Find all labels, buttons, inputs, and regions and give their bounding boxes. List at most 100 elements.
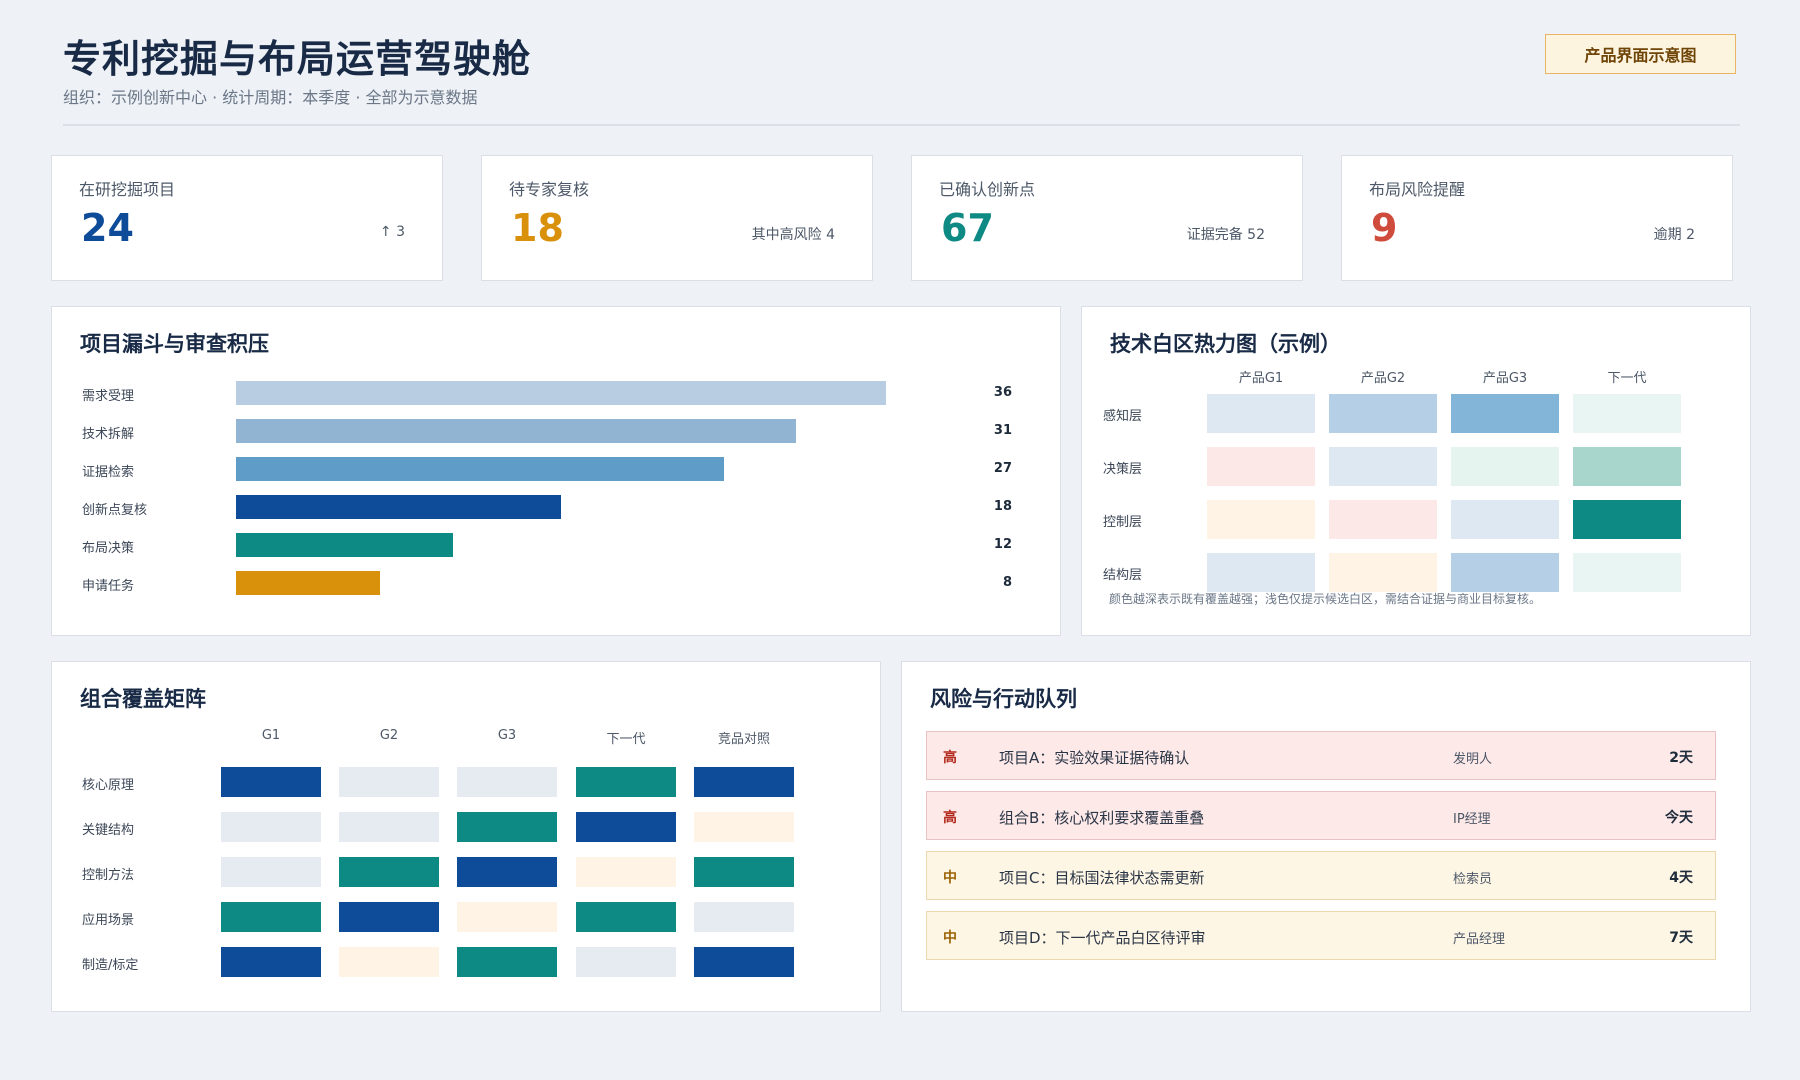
funnel-track xyxy=(236,571,886,595)
heatmap-title: 技术白区热力图（示例） xyxy=(1110,332,1341,356)
stat-card-review[interactable]: 待专家复核 18 其中高风险 4 xyxy=(481,155,873,281)
risk-owner: 产品经理 xyxy=(1453,932,1506,947)
matrix-cell[interactable] xyxy=(694,902,794,932)
risk-row[interactable]: 高 组合B：核心权利要求覆盖重叠 IP经理 今天 xyxy=(926,791,1716,840)
stat-label: 布局风险提醒 xyxy=(1369,180,1466,199)
matrix-cell[interactable] xyxy=(339,812,439,842)
funnel-row: 证据检索 27 xyxy=(52,457,1060,481)
heatmap-cell[interactable] xyxy=(1573,447,1681,486)
matrix-cell[interactable] xyxy=(339,902,439,932)
matrix-cell[interactable] xyxy=(457,767,557,797)
heatmap-cell[interactable] xyxy=(1329,447,1437,486)
heatmap-cell[interactable] xyxy=(1329,500,1437,539)
matrix-cell[interactable] xyxy=(576,767,676,797)
heatmap-note: 颜色越深表示既有覆盖越强；浅色仅提示候选白区，需结合证据与商业目标复核。 xyxy=(1109,592,1542,606)
funnel-value: 27 xyxy=(993,461,1012,476)
heatmap-cell[interactable] xyxy=(1451,447,1559,486)
funnel-label: 技术拆解 xyxy=(82,427,135,442)
funnel-bar[interactable] xyxy=(236,571,380,595)
risk-description: 项目A：实验效果证据待确认 xyxy=(999,749,1190,767)
stat-card-innovations[interactable]: 已确认创新点 67 证据完备 52 xyxy=(911,155,1303,281)
risk-level-badge: 中 xyxy=(943,930,957,946)
heatmap-cell[interactable] xyxy=(1451,394,1559,433)
funnel-bar[interactable] xyxy=(236,457,724,481)
stat-note: 证据完备 52 xyxy=(1186,227,1265,243)
risk-panel: 风险与行动队列 高项目A：实验效果证据待确认 发明人 2天高组合B：核心权利要求覆盖… xyxy=(901,661,1751,1012)
matrix-cell[interactable] xyxy=(339,767,439,797)
matrix-cell[interactable] xyxy=(694,812,794,842)
matrix-cell[interactable] xyxy=(457,857,557,887)
heatmap-cell[interactable] xyxy=(1451,500,1559,539)
heatmap-panel: 技术白区热力图（示例） 产品G1 产品G2 产品G3 下一代 感知层 决策层 控制层 结构层 … xyxy=(1081,306,1751,636)
matrix-row-label: 应用场景 xyxy=(82,913,135,928)
funnel-bar[interactable] xyxy=(236,495,561,519)
matrix-title: 组合覆盖矩阵 xyxy=(80,687,206,711)
matrix-cell[interactable] xyxy=(457,902,557,932)
heatmap-row-label: 结构层 xyxy=(1103,568,1143,583)
matrix-column-label: G1 xyxy=(261,728,281,743)
risk-row[interactable]: 中 项目C：目标国法律状态需更新 检索员 4天 xyxy=(926,851,1716,900)
heatmap-cell[interactable] xyxy=(1451,553,1559,592)
stat-card-projects[interactable]: 在研挖掘项目 24 ↑ 3 xyxy=(51,155,443,281)
matrix-cell[interactable] xyxy=(694,767,794,797)
risk-level-badge: 高 xyxy=(943,810,957,826)
risk-due: 4天 xyxy=(1669,870,1693,886)
risk-owner: 发明人 xyxy=(1453,752,1493,767)
heatmap-cell[interactable] xyxy=(1573,553,1681,592)
page-subtitle: 组织：示例创新中心 · 统计周期：本季度 · 全部为示意数据 xyxy=(63,88,478,107)
matrix-cell[interactable] xyxy=(576,902,676,932)
funnel-bar[interactable] xyxy=(236,533,453,557)
matrix-cell[interactable] xyxy=(221,902,321,932)
matrix-cell[interactable] xyxy=(221,947,321,977)
matrix-cell[interactable] xyxy=(339,947,439,977)
matrix-cell[interactable] xyxy=(457,812,557,842)
funnel-row: 申请任务 8 xyxy=(52,571,1060,595)
funnel-panel: 项目漏斗与审查积压 需求受理 36 技术拆解 31 证据检索 27 创新点复核 18 布局决策 1… xyxy=(51,306,1061,636)
funnel-bar[interactable] xyxy=(236,419,796,443)
funnel-track xyxy=(236,533,886,557)
risk-due: 2天 xyxy=(1669,750,1693,766)
matrix-cell[interactable] xyxy=(221,767,321,797)
matrix-cell[interactable] xyxy=(221,812,321,842)
funnel-title: 项目漏斗与审查积压 xyxy=(80,332,269,356)
heatmap-cell[interactable] xyxy=(1207,447,1315,486)
heatmap-cell[interactable] xyxy=(1573,394,1681,433)
heatmap-column-label: 产品G1 xyxy=(1238,371,1284,386)
stat-label: 待专家复核 xyxy=(509,180,590,199)
heatmap-cell[interactable] xyxy=(1329,394,1437,433)
matrix-cell[interactable] xyxy=(221,857,321,887)
matrix-cell[interactable] xyxy=(576,857,676,887)
matrix-cell[interactable] xyxy=(339,857,439,887)
stat-value: 24 xyxy=(81,206,134,250)
matrix-column-label: 竞品对照 xyxy=(717,732,770,747)
stat-value: 67 xyxy=(941,206,994,250)
heatmap-cell[interactable] xyxy=(1207,500,1315,539)
funnel-label: 需求受理 xyxy=(82,389,135,404)
matrix-row-label: 关键结构 xyxy=(82,823,135,838)
funnel-bar[interactable] xyxy=(236,381,886,405)
risk-level-badge: 高 xyxy=(943,750,957,766)
matrix-cell[interactable] xyxy=(694,947,794,977)
heatmap-cell[interactable] xyxy=(1207,553,1315,592)
matrix-cell[interactable] xyxy=(457,947,557,977)
heatmap-cell[interactable] xyxy=(1573,500,1681,539)
stat-note: ↑ 3 xyxy=(379,224,405,240)
heatmap-cell[interactable] xyxy=(1329,553,1437,592)
stat-note: 其中高风险 4 xyxy=(751,227,835,243)
risk-row[interactable]: 高 项目A：实验效果证据待确认 发明人 2天 xyxy=(926,731,1716,780)
matrix-cell[interactable] xyxy=(576,812,676,842)
stat-card-risks[interactable]: 布局风险提醒 9 逾期 2 xyxy=(1341,155,1733,281)
stat-note: 逾期 2 xyxy=(1653,227,1695,243)
funnel-label: 创新点复核 xyxy=(82,503,148,518)
matrix-cell[interactable] xyxy=(694,857,794,887)
risk-owner: IP经理 xyxy=(1453,812,1491,827)
heatmap-row-label: 感知层 xyxy=(1103,409,1143,424)
funnel-track xyxy=(236,457,886,481)
heatmap-cell[interactable] xyxy=(1207,394,1315,433)
risk-description: 项目C：目标国法律状态需更新 xyxy=(999,869,1205,887)
risk-due: 今天 xyxy=(1665,810,1693,826)
heatmap-row-label: 控制层 xyxy=(1103,515,1143,530)
funnel-row: 需求受理 36 xyxy=(52,381,1060,405)
risk-row[interactable]: 中 项目D：下一代产品白区待评审 产品经理 7天 xyxy=(926,911,1716,960)
matrix-cell[interactable] xyxy=(576,947,676,977)
